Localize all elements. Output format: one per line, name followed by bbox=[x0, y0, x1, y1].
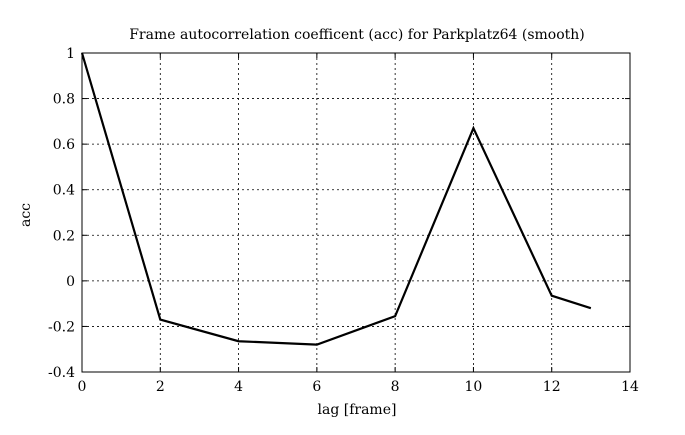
plot-area bbox=[82, 53, 630, 372]
x-tick-label: 2 bbox=[156, 379, 165, 395]
x-tick-label: 6 bbox=[312, 379, 321, 395]
x-tick-label: 10 bbox=[465, 379, 483, 395]
series-line bbox=[82, 53, 591, 345]
y-tick-label: 0.2 bbox=[53, 228, 75, 244]
y-axis-tick-labels: -0.4 -0.2 0 0.2 0.4 0.6 0.8 1 bbox=[48, 46, 75, 381]
y-tick-label: 0.6 bbox=[53, 137, 75, 153]
y-axis-label: acc bbox=[18, 203, 34, 227]
axis-ticks bbox=[82, 53, 630, 372]
chart-title: Frame autocorrelation coefficent (acc) f… bbox=[129, 27, 585, 43]
y-tick-label: 0.8 bbox=[53, 92, 75, 108]
y-tick-label: -0.2 bbox=[48, 319, 75, 335]
y-tick-label: 0.4 bbox=[53, 183, 75, 199]
x-tick-label: 12 bbox=[543, 379, 561, 395]
x-axis-label: lag [frame] bbox=[318, 402, 397, 418]
x-tick-label: 8 bbox=[391, 379, 400, 395]
y-tick-label: 1 bbox=[66, 46, 75, 62]
x-axis-tick-labels: 0 2 4 6 8 10 12 14 bbox=[78, 379, 639, 395]
grid bbox=[82, 53, 630, 372]
y-tick-label: 0 bbox=[66, 274, 75, 290]
series-group bbox=[82, 53, 591, 345]
x-tick-label: 4 bbox=[234, 379, 243, 395]
x-tick-label: 14 bbox=[621, 379, 639, 395]
x-tick-label: 0 bbox=[78, 379, 87, 395]
y-tick-label: -0.4 bbox=[48, 365, 75, 381]
